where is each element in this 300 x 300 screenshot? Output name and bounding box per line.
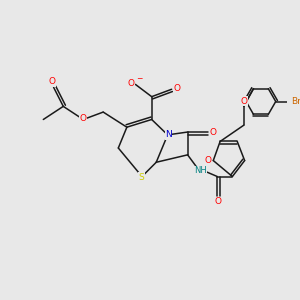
Text: O: O <box>205 156 212 165</box>
Text: O: O <box>127 79 134 88</box>
Text: −: − <box>136 74 143 82</box>
Text: S: S <box>139 172 144 182</box>
Text: O: O <box>214 197 221 206</box>
Text: O: O <box>79 114 86 123</box>
Text: N: N <box>165 130 172 140</box>
Text: Br: Br <box>291 97 300 106</box>
Text: O: O <box>241 97 248 106</box>
Text: NH: NH <box>194 166 206 175</box>
Text: O: O <box>49 77 56 86</box>
Text: O: O <box>209 128 216 136</box>
Text: O: O <box>173 84 180 93</box>
